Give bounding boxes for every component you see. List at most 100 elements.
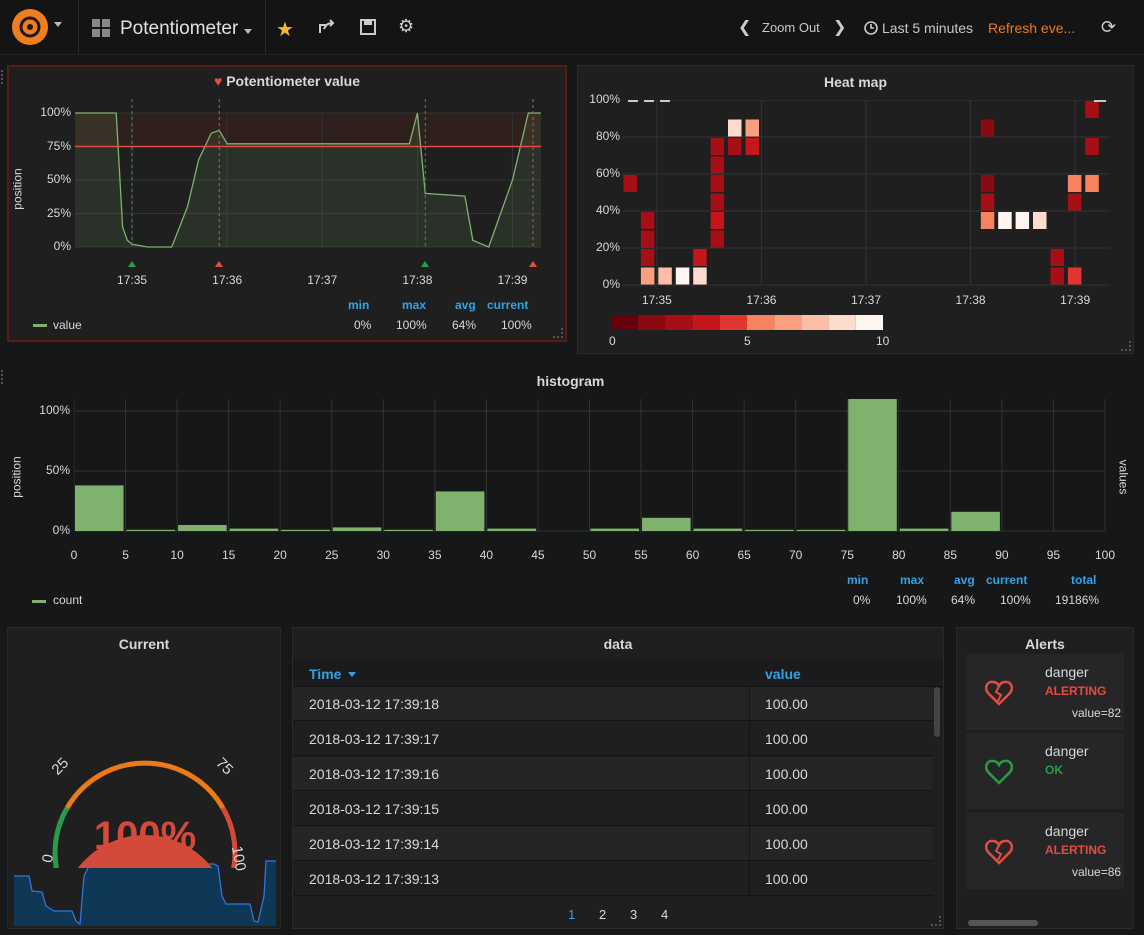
legend-header-max[interactable]: max [900, 573, 925, 587]
alert-card[interactable]: danger ALERTING value=86 [966, 813, 1124, 889]
annotation-marker[interactable] [421, 261, 430, 267]
table-row[interactable]: 2018-03-12 17:39:14 100.00 [293, 827, 933, 861]
row-drag-handle[interactable] [1, 370, 7, 384]
table-row[interactable]: 2018-03-12 17:39:15 100.00 [293, 792, 933, 826]
zoom-out-button[interactable]: Zoom Out [762, 20, 820, 35]
x-tick: 60 [685, 548, 700, 562]
dashboard-caret-icon[interactable] [244, 29, 252, 34]
series-fill [75, 113, 541, 247]
dashboard-title[interactable]: Potentiometer [120, 18, 239, 39]
annotation-marker[interactable] [529, 261, 538, 267]
page-4[interactable]: 4 [661, 907, 669, 922]
time-range-picker[interactable]: Last 5 minutes [882, 20, 974, 36]
chevron-right-icon[interactable]: ❯ [833, 19, 847, 36]
heatmap-panel: Heat map 100% 80% 60% 40% 20% 0% 17:35 17:36 17… [577, 65, 1134, 354]
page-2[interactable]: 2 [599, 907, 607, 922]
legend-header-min[interactable]: min [847, 573, 869, 587]
histogram-bar [435, 491, 485, 531]
table-row[interactable]: 2018-03-12 17:39:13 100.00 [293, 862, 933, 896]
legend-value-min: 0% [354, 318, 372, 332]
scale-swatch [774, 315, 802, 330]
heatmap-cell [640, 267, 655, 285]
y-tick: 40% [595, 203, 620, 217]
panel-title[interactable]: histogram [536, 373, 605, 389]
x-tick: 40 [479, 548, 494, 562]
x-tick: 17:36 [212, 273, 243, 287]
table-row[interactable]: 2018-03-12 17:39:17 100.00 [293, 722, 933, 756]
x-tick: 17:38 [955, 293, 986, 307]
heatmap-cell [710, 156, 725, 174]
y-tick: 60% [595, 166, 620, 180]
gauge-dial [52, 760, 238, 868]
x-tick: 45 [531, 548, 545, 562]
scale-swatch [828, 315, 856, 330]
alert-broken-heart-icon: ♥ [213, 73, 223, 89]
page-3[interactable]: 3 [630, 907, 638, 922]
alert-name: danger [1045, 823, 1089, 839]
alert-card[interactable]: danger OK [966, 733, 1124, 809]
table-header: Time value [293, 660, 943, 688]
legend-header-avg[interactable]: avg [954, 573, 975, 587]
alert-detail: value=86 [1072, 865, 1122, 879]
scale-swatch [692, 315, 720, 330]
column-header-value[interactable]: value [765, 666, 801, 682]
legend-series-name[interactable]: count [53, 593, 83, 607]
refresh-icon[interactable]: ⟳ [1101, 17, 1117, 37]
legend-series-name[interactable]: value [53, 318, 82, 332]
column-header-time[interactable]: Time [309, 666, 342, 682]
alert-state: ALERTING [1045, 843, 1107, 857]
page-1[interactable]: 1 [568, 907, 576, 922]
refresh-interval[interactable]: Refresh eve... [988, 20, 1076, 36]
heatmap-cell [1050, 267, 1064, 285]
panel-title[interactable]: Alerts [1025, 636, 1065, 652]
panel-title[interactable]: data [603, 636, 633, 652]
table-scrollbar[interactable] [934, 687, 940, 737]
grafana-logo-icon[interactable] [12, 9, 48, 45]
panel-title[interactable]: Heat map [823, 74, 888, 90]
x-tick: 75 [840, 548, 854, 562]
annotation-marker[interactable] [128, 261, 137, 267]
caret-down-icon[interactable] [54, 22, 62, 27]
heatmap-cell [1015, 212, 1030, 229]
resize-handle[interactable] [1121, 341, 1131, 351]
x-tick: 15 [221, 548, 236, 562]
legend-value-avg: 64% [452, 318, 477, 332]
panel-title[interactable]: Current [118, 636, 170, 652]
alert-name: danger [1045, 743, 1089, 759]
resize-handle[interactable] [931, 916, 941, 926]
chevron-left-icon[interactable]: ❮ [738, 19, 752, 36]
alert-card[interactable]: danger ALERTING value=82 [966, 654, 1124, 730]
heart-icon [984, 759, 1014, 788]
settings-gear-icon[interactable]: ⚙ [398, 16, 415, 36]
sort-caret-icon[interactable] [348, 672, 356, 677]
row-drag-handle[interactable] [1, 70, 7, 84]
line-chart[interactable] [75, 99, 541, 249]
heatmap-chart[interactable] [622, 100, 1110, 286]
table-row[interactable]: 2018-03-12 17:39:18 100.00 [293, 687, 933, 721]
share-icon[interactable] [318, 19, 336, 38]
panel-title[interactable]: Potentiometer value [226, 73, 361, 89]
scale-swatch [638, 315, 666, 330]
legend-header-current[interactable]: current [986, 573, 1028, 587]
legend-header-max[interactable]: max [402, 298, 427, 312]
color-scale-mid: 5 [744, 334, 751, 348]
histogram-bar [487, 528, 536, 531]
potentiometer-panel: ♥ Potentiometer value position 100% 75% 50… [7, 65, 567, 342]
y-tick: 50% [45, 463, 70, 477]
legend-header-total[interactable]: total [1071, 573, 1097, 587]
legend-header-min[interactable]: min [348, 298, 370, 312]
x-tick: 65 [737, 548, 751, 562]
annotation-marker[interactable] [215, 261, 224, 267]
histogram-chart[interactable] [74, 399, 1108, 533]
table-row[interactable]: 2018-03-12 17:39:16 100.00 [293, 757, 933, 791]
horizontal-scrollbar[interactable] [968, 920, 1038, 926]
scale-swatch [801, 315, 829, 330]
resize-handle[interactable] [553, 328, 563, 338]
legend-header-current[interactable]: current [487, 298, 529, 312]
save-icon[interactable] [360, 19, 376, 38]
y-tick: 80% [595, 129, 620, 143]
color-scale-max: 10 [876, 334, 890, 348]
star-icon[interactable]: ★ [276, 19, 294, 41]
legend-header-avg[interactable]: avg [455, 298, 476, 312]
x-tick: 50 [582, 548, 597, 562]
